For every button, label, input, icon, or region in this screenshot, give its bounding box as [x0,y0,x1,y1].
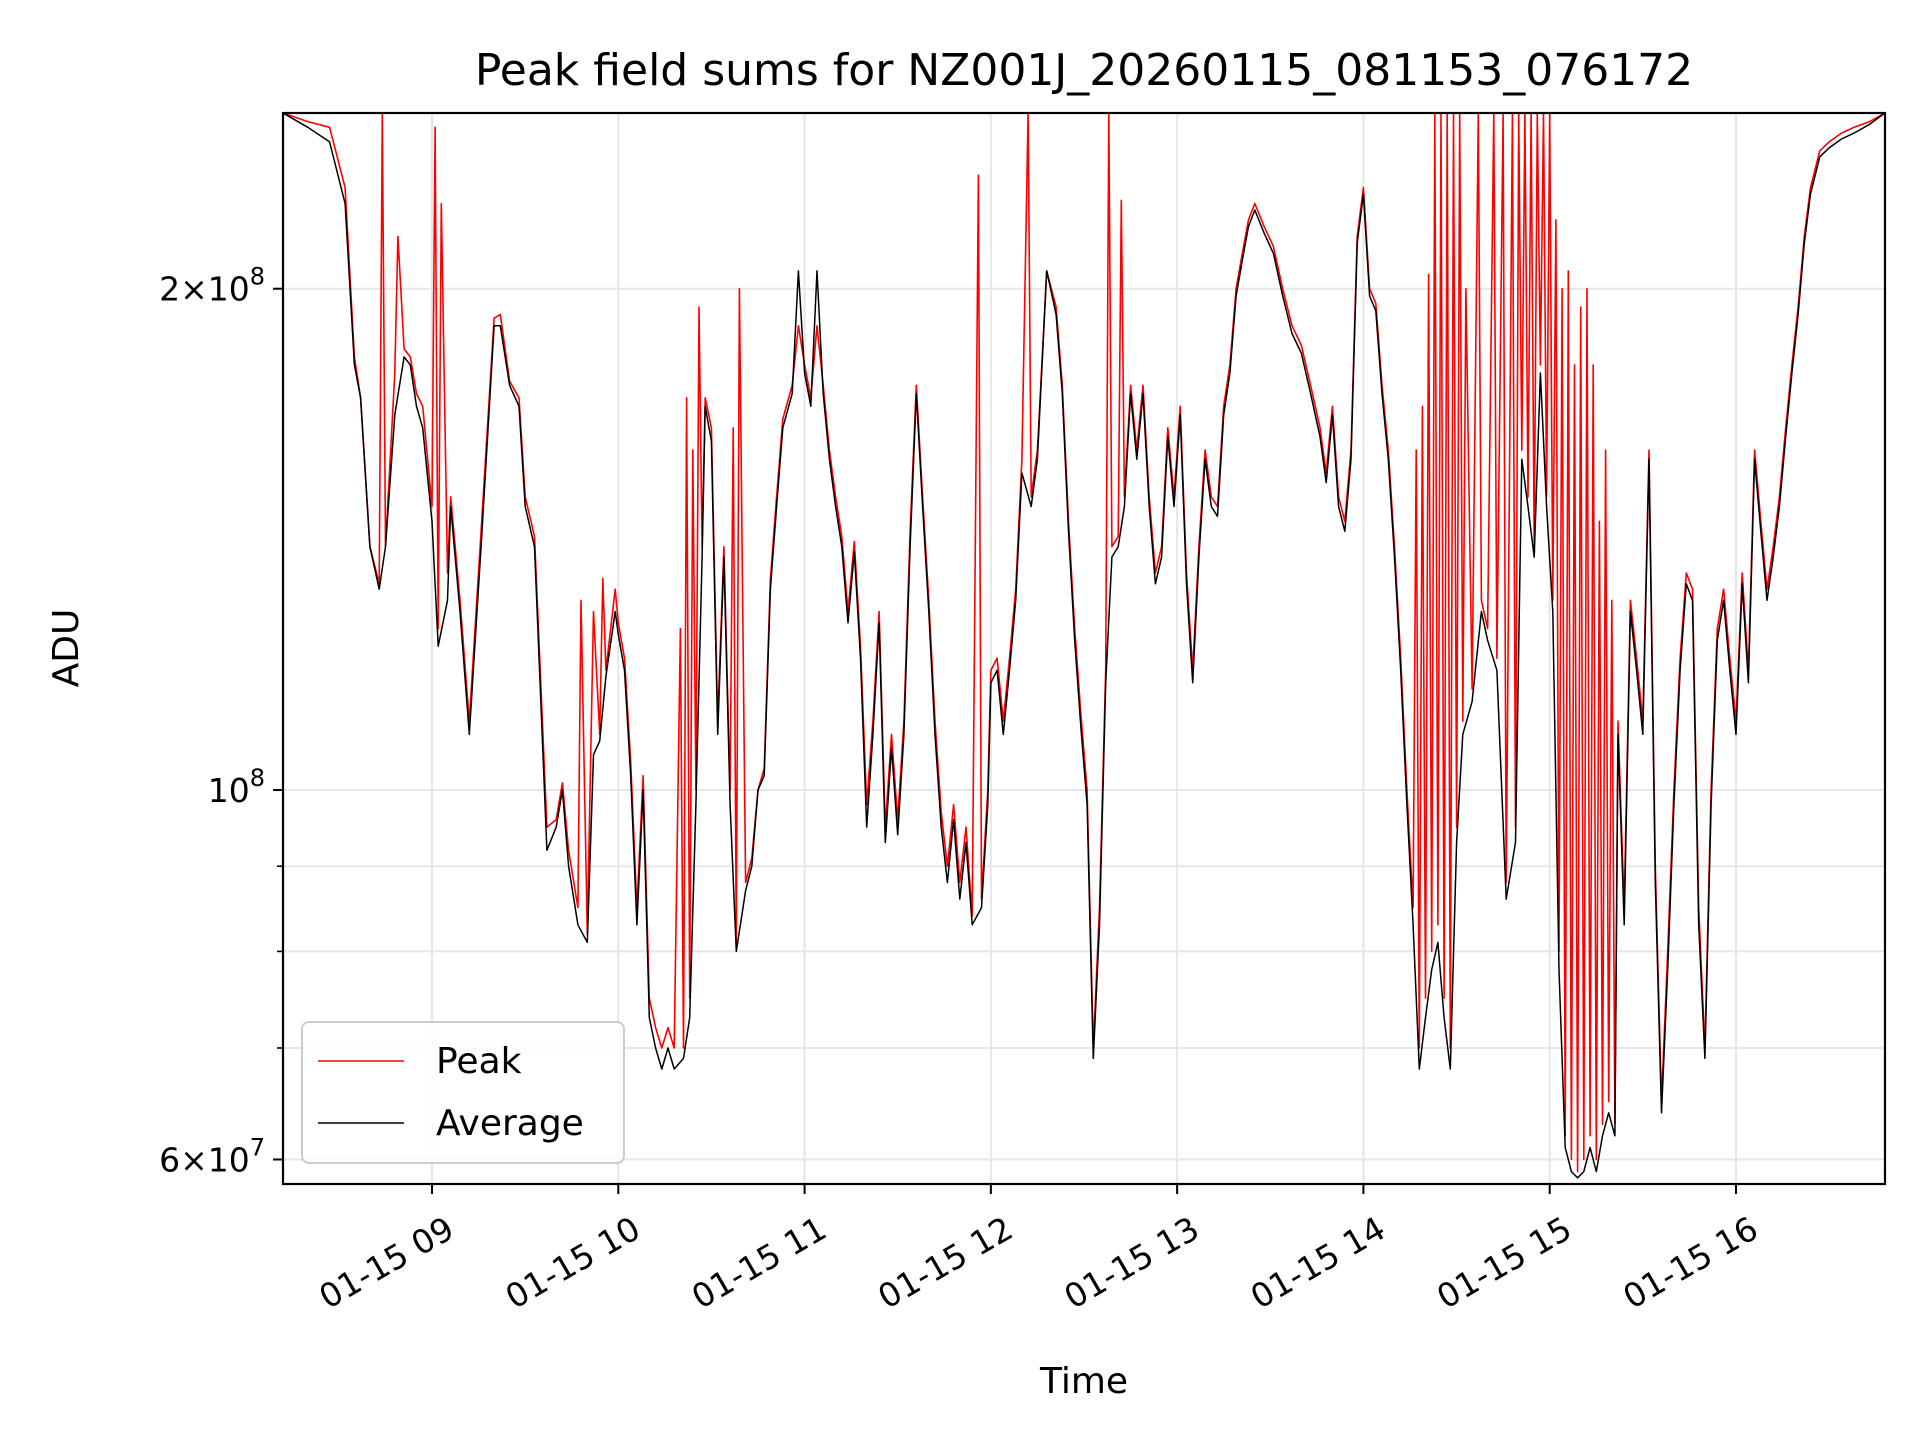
y-tick-label-base: 2×10 [159,270,250,309]
y-axis-label: ADU [46,609,87,688]
y-tick-label: 6×107 [159,1133,265,1179]
legend-label-average: Average [436,1103,584,1144]
y-tick-label-base: 10 [208,771,250,810]
legend-box [301,1021,625,1164]
x-axis-label: Time [1039,1361,1128,1402]
y-tick-label-exp: 8 [250,263,265,291]
series-layer [283,113,1885,1179]
legend: Peak Average [301,1021,625,1164]
chart-title: Peak field sums for NZ001J_20260115_0811… [475,45,1693,96]
y-tick-label: 108 [208,764,265,810]
y-tick-label-base: 6×10 [159,1140,250,1179]
series-line-average [283,113,1885,1179]
y-tick-label-exp: 8 [250,764,265,792]
y-tick-label: 2×108 [159,263,265,309]
plot-frame [281,111,1887,1186]
y-tick-label-exp: 7 [250,1133,265,1161]
legend-label-peak: Peak [436,1041,522,1082]
